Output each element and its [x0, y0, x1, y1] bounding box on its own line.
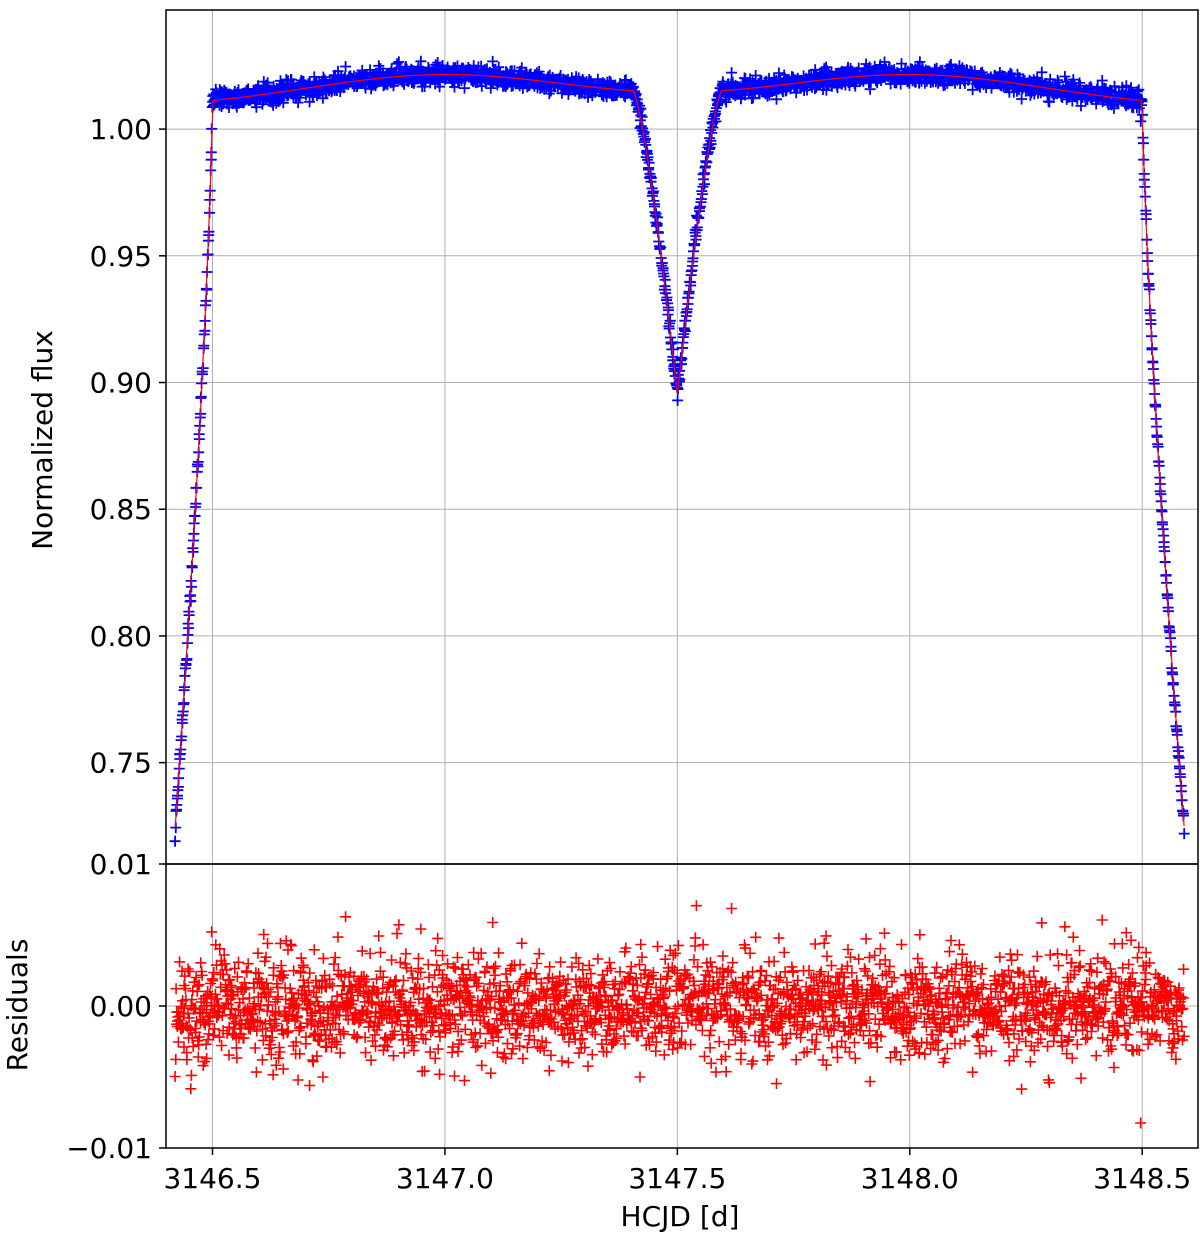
residuals-y-tick-label: 0.00 — [90, 990, 152, 1023]
residuals-y-ticks: −0.01 0.00 0.01 — [66, 848, 166, 1165]
flux-y-tick-label: 0.90 — [90, 367, 152, 400]
flux-panel: 0.75 0.80 0.85 0.90 0.95 1.00 Normalized flux — [26, 10, 1198, 864]
x-tick-label: 3148.5 — [1093, 1162, 1191, 1195]
flux-y-ticks: 0.75 0.80 0.85 0.90 0.95 1.00 — [90, 113, 166, 780]
residuals-y-tick-label: −0.01 — [66, 1132, 152, 1165]
x-tick-label: 3147.5 — [628, 1162, 726, 1195]
residuals-y-tick-label: 0.01 — [90, 848, 152, 881]
flux-y-tick-label: 0.75 — [90, 747, 152, 780]
flux-data-markers — [169, 55, 1190, 847]
flux-y-axis-label: Normalized flux — [26, 330, 59, 550]
x-axis-label: HCJD [d] — [621, 1200, 740, 1233]
flux-y-tick-label: 1.00 — [90, 113, 152, 146]
residuals-panel: −0.010.000.01 3146.5 3147.0 3147.5 3148.0 31… — [1, 848, 1198, 1233]
flux-model-line — [174, 73, 1185, 827]
residuals-y-axis-label: Residuals — [1, 939, 34, 1072]
flux-panel-grid — [166, 10, 1198, 864]
residual-markers — [169, 900, 1190, 1129]
residual-points — [169, 900, 1190, 1129]
x-tick-label: 3147.0 — [396, 1162, 494, 1195]
x-tick-label: 3148.0 — [861, 1162, 959, 1195]
flux-data-points — [169, 55, 1190, 847]
flux-y-tick-label: 0.85 — [90, 493, 152, 526]
flux-y-tick-label: 0.80 — [90, 620, 152, 653]
flux-y-tick-label: 0.95 — [90, 240, 152, 273]
residuals-panel-frame — [165, 863, 1199, 1149]
flux-model-curve — [174, 73, 1185, 827]
axes-frames — [165, 9, 1199, 1149]
residuals-x-ticks: 3146.5 3147.0 3147.5 3148.0 3148.5 — [163, 1148, 1191, 1195]
x-tick-label: 3146.5 — [163, 1162, 261, 1195]
